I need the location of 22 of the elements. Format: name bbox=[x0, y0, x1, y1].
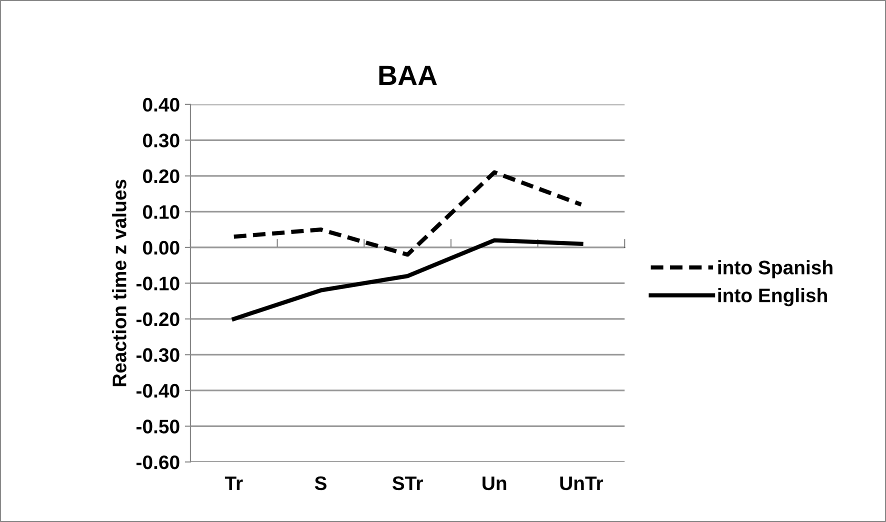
y-tick-label: -0.50 bbox=[136, 420, 180, 434]
x-tick-label: STr bbox=[392, 476, 423, 490]
legend-label: into English bbox=[718, 288, 827, 306]
y-tick-label: 0.00 bbox=[143, 240, 180, 255]
y-tick-label: -0.60 bbox=[136, 455, 180, 470]
x-tick-label: UnTr bbox=[560, 476, 604, 490]
y-axis-title: Reaction time z values bbox=[112, 180, 126, 386]
y-tick-label: 0.30 bbox=[143, 134, 180, 148]
y-tick-label: -0.40 bbox=[136, 384, 180, 398]
line-series bbox=[232, 238, 584, 322]
x-tick-label: S bbox=[314, 476, 326, 490]
y-tick-label: -0.10 bbox=[136, 276, 180, 290]
chart-title: BAA bbox=[379, 66, 437, 85]
y-tick-label: 0.10 bbox=[143, 205, 180, 219]
y-tick-label: -0.20 bbox=[136, 312, 180, 326]
legend-label: into Spanish bbox=[718, 260, 832, 278]
x-tick-label: Tr bbox=[224, 476, 243, 490]
y-tick-label: 0.20 bbox=[143, 169, 180, 184]
x-tick-label: Un bbox=[482, 476, 506, 490]
y-tick-label: -0.30 bbox=[136, 348, 180, 362]
y-tick-label: 0.40 bbox=[143, 98, 180, 112]
line-series bbox=[232, 170, 584, 257]
